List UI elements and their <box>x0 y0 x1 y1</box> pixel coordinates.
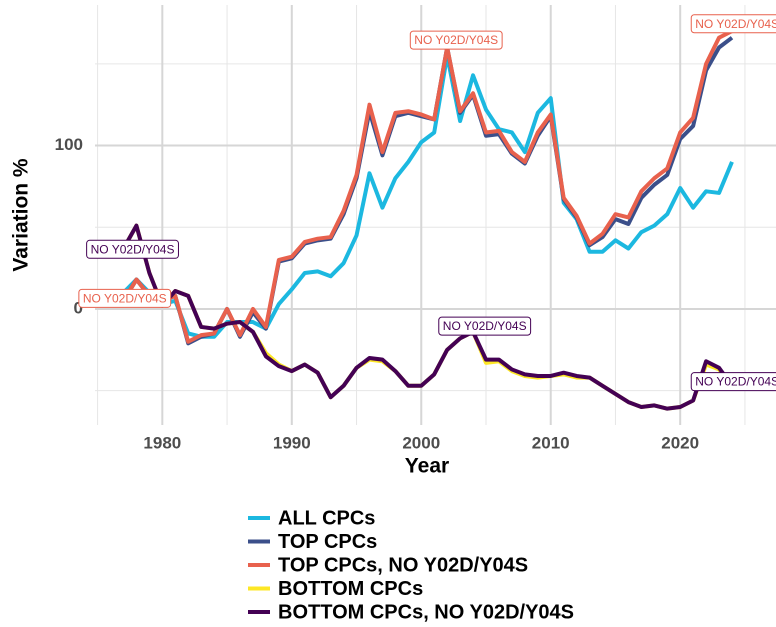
annotation-text: NO Y02D/Y04S <box>695 17 776 31</box>
legend-label: ALL CPCs <box>278 507 375 529</box>
annotation-box <box>438 316 532 336</box>
annotation-box <box>409 30 503 50</box>
y-tick-label: 0 <box>74 298 83 317</box>
legend-label: BOTTOM CPCs, NO Y02D/Y04S <box>278 601 574 623</box>
x-tick-label: 2020 <box>661 433 699 452</box>
annotation-text: NO Y02D/Y04S <box>91 242 175 256</box>
annotation-box <box>690 14 776 34</box>
annotation: NO Y02D/Y04S <box>438 316 532 336</box>
x-tick-label: 1990 <box>273 433 311 452</box>
series-line <box>121 29 733 344</box>
annotation-text: NO Y02D/Y04S <box>443 319 527 333</box>
annotation-text: NO Y02D/Y04S <box>414 33 498 47</box>
annotation-text: NO Y02D/Y04S <box>83 291 167 305</box>
x-axis-title: Year <box>405 455 449 478</box>
plot-lines <box>121 29 734 411</box>
annotation: NO Y02D/Y04S <box>78 288 172 308</box>
y-axis-title: Variation % <box>10 158 33 272</box>
annotation: NO Y02D/Y04S <box>86 239 179 259</box>
annotation-text: NO Y02D/Y04S <box>695 375 776 389</box>
legend-label: BOTTOM CPCs <box>278 578 423 600</box>
x-tick-label: 1980 <box>143 433 181 452</box>
legend-label: TOP CPCs <box>278 531 377 553</box>
legend-label: TOP CPCs, NO Y02D/Y04S <box>278 554 528 576</box>
y-tick-label: 100 <box>55 135 83 154</box>
annotation-box <box>78 288 172 308</box>
x-tick-label: 2000 <box>402 433 440 452</box>
annotation: NO Y02D/Y04S <box>690 372 776 392</box>
annotation-box <box>86 239 179 259</box>
series-line <box>121 223 734 411</box>
x-tick-label: 2010 <box>532 433 570 452</box>
annotation-box <box>690 372 776 392</box>
annotation: NO Y02D/Y04S <box>409 30 503 50</box>
annotation: NO Y02D/Y04S <box>690 14 776 34</box>
